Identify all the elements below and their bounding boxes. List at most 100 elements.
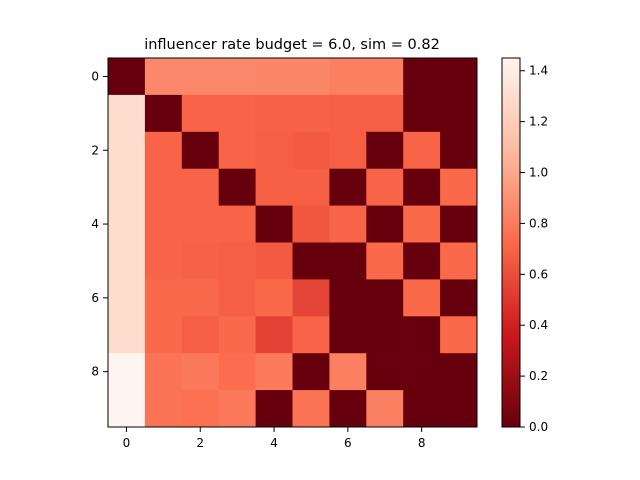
colorbar-tick-label: 1.0 [529,166,548,180]
heatmap-cell-r7-c9 [440,316,478,354]
y-tick-label: 4 [91,217,99,231]
colorbar-tick-label: 0.6 [529,267,548,281]
heatmap-cell-r9-c8 [403,390,441,428]
colorbar-tick-label: 0.8 [529,216,548,230]
heatmap-cell-r1-c9 [440,94,478,133]
heatmap-cell-r0-c1 [144,58,183,96]
heatmap-cell-r2-c4 [255,131,293,170]
heatmap-cell-r4-c6 [329,205,367,243]
heatmap-cell-r0-c9 [440,58,478,96]
heatmap-cell-r6-c4 [255,279,293,317]
heatmap-cell-r9-c4 [255,390,293,428]
heatmap-cell-r5-c9 [440,242,478,280]
x-tick-label: 4 [270,436,278,450]
heatmap-cell-r6-c0 [108,279,146,317]
y-tick-label: 0 [91,69,99,83]
heatmap-cell-r4-c3 [218,205,257,243]
heatmap-cell-r0-c4 [255,58,293,96]
heatmap-cell-r5-c2 [181,242,220,280]
heatmap-cell-r8-c0 [108,353,146,391]
heatmap-cell-r3-c7 [366,168,404,207]
heatmap-grid [108,58,478,428]
heatmap-cell-r1-c3 [218,94,257,133]
heatmap-cell-r9-c3 [218,390,257,428]
x-tick-label: 8 [418,436,426,450]
x-axis: 0 2 4 6 8 [123,427,426,450]
heatmap-cell-r5-c5 [292,242,330,280]
y-axis: 0 2 4 6 8 [91,69,108,379]
heatmap-cell-r9-c6 [329,390,367,428]
colorbar-tick-label: 0.4 [529,318,548,332]
heatmap-cell-r2-c8 [403,131,441,170]
y-tick-label: 2 [91,143,99,157]
heatmap-cell-r9-c0 [108,390,146,428]
heatmap-cell-r0-c5 [292,58,330,96]
heatmap-cell-r9-c5 [292,390,330,428]
heatmap-cell-r3-c9 [440,168,478,207]
heatmap-cell-r6-c1 [144,279,183,317]
heatmap-cell-r3-c4 [255,168,293,207]
heatmap-cell-r6-c9 [440,279,478,317]
chart-title: influencer rate budget = 6.0, sim = 0.82 [144,37,440,53]
heatmap-cell-r8-c9 [440,353,478,391]
heatmap-cell-r8-c7 [366,353,404,391]
x-tick-label: 0 [123,436,131,450]
y-tick-label: 8 [91,365,99,379]
heatmap-cell-r4-c9 [440,205,478,243]
heatmap-cell-r3-c3 [218,168,257,207]
heatmap-cell-r0-c6 [329,58,367,96]
heatmap-cell-r9-c1 [144,390,183,428]
heatmap-cell-r5-c0 [108,242,146,280]
heatmap-cell-r1-c5 [292,94,330,133]
heatmap-cell-r2-c3 [218,131,257,170]
heatmap-cell-r1-c7 [366,94,404,133]
heatmap-cell-r8-c3 [218,353,257,391]
heatmap-cell-r9-c7 [366,390,404,428]
heatmap-cell-r7-c6 [329,316,367,354]
heatmap-cell-r5-c1 [144,242,183,280]
heatmap-cell-r6-c5 [292,279,330,317]
heatmap-cell-r1-c4 [255,94,293,133]
x-tick-label: 2 [196,436,204,450]
heatmap-cell-r4-c0 [108,205,146,243]
heatmap-cell-r1-c6 [329,94,367,133]
colorbar-tick-label: 1.4 [529,64,548,78]
heatmap-cell-r3-c2 [181,168,220,207]
heatmap-cell-r8-c2 [181,353,220,391]
heatmap-frame [107,57,478,428]
heatmap-cell-r5-c8 [403,242,441,280]
heatmap-cell-r1-c1 [144,94,183,133]
heatmap-cell-r3-c6 [329,168,367,207]
heatmap-cell-r8-c1 [144,353,183,391]
heatmap-cell-r2-c0 [108,131,146,170]
colorbar-axis: 0.0 0.2 0.4 0.6 0.8 1.0 1.2 1.4 [520,64,548,434]
heatmap-cell-r2-c2 [181,131,220,170]
heatmap-cell-r5-c6 [329,242,367,280]
heatmap-cell-r1-c2 [181,94,220,133]
heatmap-cell-r6-c8 [403,279,441,317]
heatmap-cell-r2-c1 [144,131,183,170]
heatmap-cell-r4-c7 [366,205,404,243]
heatmap-cell-r4-c1 [144,205,183,243]
heatmap-cell-r7-c5 [292,316,330,354]
heatmap-cell-r0-c2 [181,58,220,96]
colorbar-tick-label: 0.2 [529,369,548,383]
heatmap-cell-r9-c9 [440,390,478,428]
heatmap-cell-r7-c8 [403,316,441,354]
heatmap-cell-r5-c3 [218,242,257,280]
heatmap-cell-r6-c3 [218,279,257,317]
heatmap-cell-r6-c7 [366,279,404,317]
heatmap-cell-r5-c7 [366,242,404,280]
heatmap-cell-r8-c4 [255,353,293,391]
heatmap-cell-r1-c0 [108,94,146,133]
heatmap-cell-r8-c6 [329,353,367,391]
heatmap-cell-r4-c4 [255,205,293,243]
heatmap-cell-r7-c1 [144,316,183,354]
heatmap-cell-r2-c5 [292,131,330,170]
colorbar-tick-label: 0.0 [529,420,548,434]
x-tick-label: 6 [344,436,352,450]
y-tick-label: 6 [91,291,99,305]
heatmap-cell-r6-c6 [329,279,367,317]
heatmap-cell-r7-c7 [366,316,404,354]
